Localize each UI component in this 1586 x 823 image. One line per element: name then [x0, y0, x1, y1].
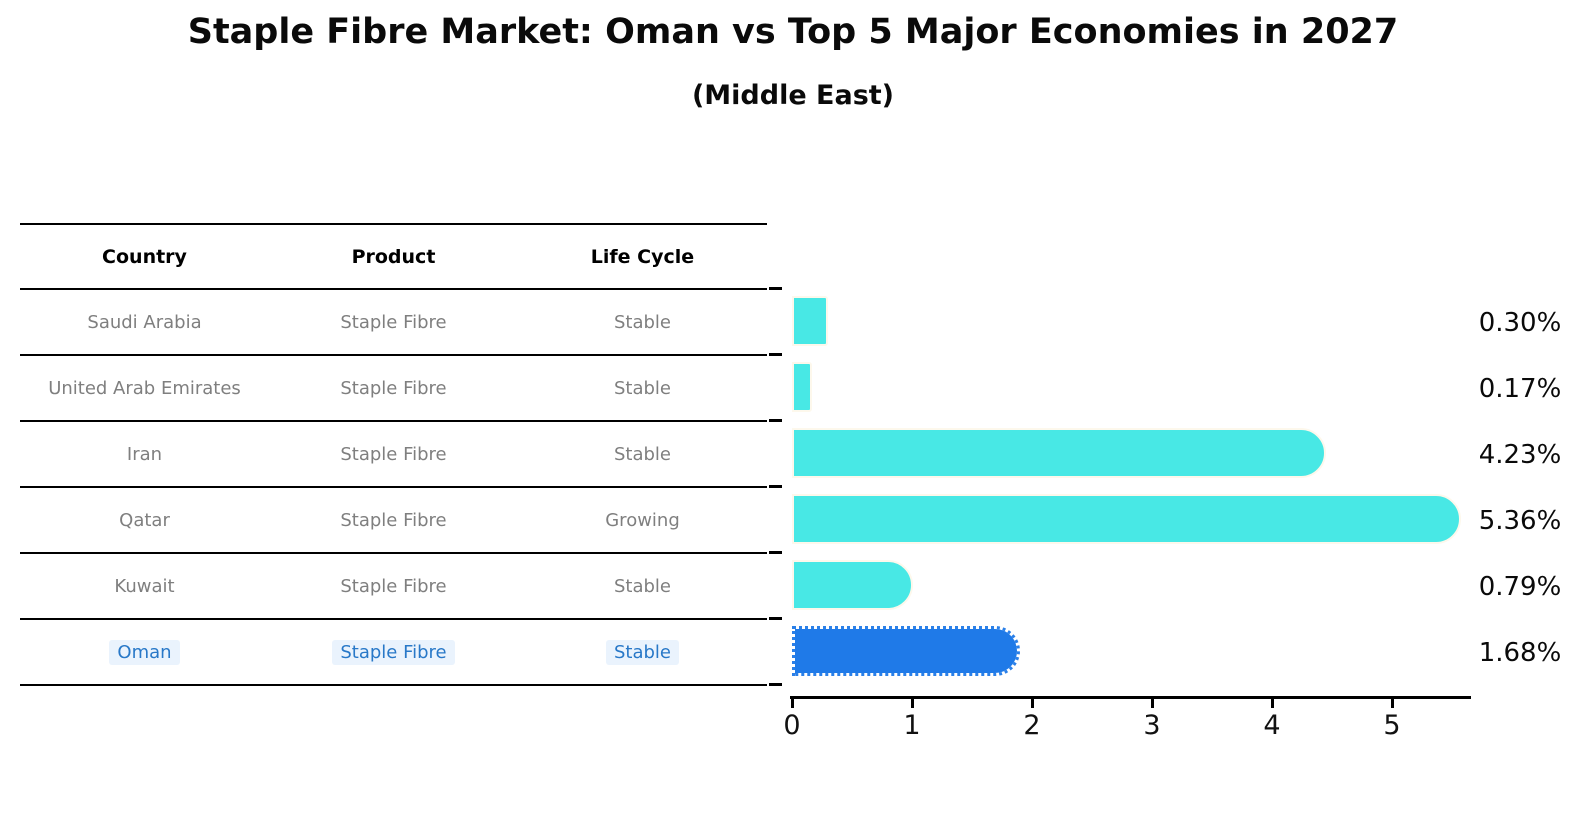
table-cell-life-cycle: Stable — [613, 311, 671, 333]
x-tick-label: 5 — [1383, 710, 1401, 741]
table-cell-life-cycle: Stable — [518, 639, 767, 665]
table-header-row: Country Product Life Cycle — [20, 225, 767, 290]
table-row: United Arab Emirates Staple Fibre Stable — [20, 356, 767, 422]
table-cell-product: Staple Fibre — [340, 443, 447, 465]
bar-kuwait — [792, 560, 913, 610]
y-tick-mark — [769, 485, 782, 488]
table-header-country: Country — [102, 245, 187, 268]
table-cell-life-cycle: Stable — [613, 443, 671, 465]
value-label-saudi-arabia: 0.30% — [1478, 308, 1562, 338]
country-table: Country Product Life Cycle Saudi Arabia … — [20, 223, 767, 686]
bar-iran — [792, 428, 1326, 478]
table-cell-country: Oman — [20, 639, 269, 665]
table-cell-product: Staple Fibre — [340, 509, 447, 531]
table-row: Kuwait Staple Fibre Stable — [20, 554, 767, 620]
x-tick-label: 3 — [1143, 710, 1161, 741]
chart-title: Staple Fibre Market: Oman vs Top 5 Major… — [187, 12, 1399, 52]
table-cell-country: Iran — [126, 443, 163, 465]
value-label-iran: 4.23% — [1478, 440, 1562, 470]
table-cell-life-cycle: Growing — [605, 509, 680, 531]
table-row: Saudi Arabia Staple Fibre Stable — [20, 290, 767, 356]
table-cell-country: Qatar — [119, 509, 170, 531]
table-row: Oman Staple Fibre Stable — [20, 620, 767, 686]
table-cell-country: United Arab Emirates — [48, 377, 241, 399]
x-tick-mark — [1031, 699, 1034, 708]
x-tick-mark — [1271, 699, 1274, 708]
value-label-kuwait: 0.79% — [1478, 572, 1562, 602]
y-tick-mark — [769, 617, 782, 620]
bar-saudi-arabia — [792, 296, 828, 346]
value-label-oman: 1.68% — [1478, 638, 1562, 668]
table-cell-country: Kuwait — [114, 575, 175, 597]
x-tick-label: 1 — [903, 710, 921, 741]
y-tick-mark — [769, 683, 782, 686]
table-cell-product: Staple Fibre — [340, 311, 447, 333]
table-cell-product: Staple Fibre — [269, 639, 518, 665]
table-row: Qatar Staple Fibre Growing — [20, 488, 767, 554]
x-tick-mark — [1151, 699, 1154, 708]
table-header-product: Product — [351, 245, 436, 268]
value-label-united-arab-emirates: 0.17% — [1478, 374, 1562, 404]
table-header-life-cycle: Life Cycle — [590, 245, 695, 268]
value-label-qatar: 5.36% — [1478, 506, 1562, 536]
bar-oman — [792, 626, 1020, 676]
table-body: Saudi Arabia Staple Fibre Stable United … — [20, 290, 767, 686]
x-tick-mark — [791, 699, 794, 708]
table-cell-life-cycle: Stable — [613, 575, 671, 597]
bar-qatar — [792, 494, 1462, 544]
x-axis — [790, 696, 1471, 699]
table-row: Iran Staple Fibre Stable — [20, 422, 767, 488]
y-tick-mark — [769, 551, 782, 554]
y-tick-mark — [769, 419, 782, 422]
x-tick-label: 4 — [1263, 710, 1281, 741]
x-tick-label: 0 — [783, 710, 801, 741]
y-tick-mark — [769, 353, 782, 356]
y-tick-mark — [769, 287, 782, 290]
x-tick-mark — [1391, 699, 1394, 708]
bar-united-arab-emirates — [792, 362, 813, 412]
chart-subtitle: (Middle East) — [691, 80, 895, 111]
table-cell-product: Staple Fibre — [340, 575, 447, 597]
table-cell-life-cycle: Stable — [613, 377, 671, 399]
table-cell-product: Staple Fibre — [340, 377, 447, 399]
x-tick-mark — [911, 699, 914, 708]
x-tick-label: 2 — [1023, 710, 1041, 741]
table-cell-country: Saudi Arabia — [87, 311, 202, 333]
